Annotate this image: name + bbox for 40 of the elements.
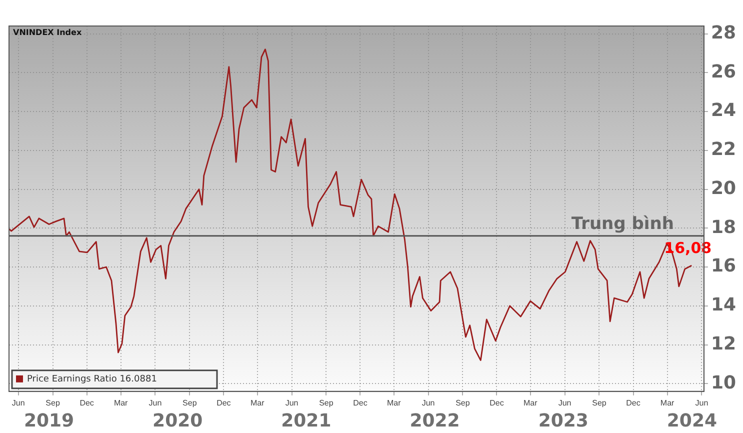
text: 2022	[410, 410, 460, 432]
x-tick-label: Jun	[12, 398, 25, 408]
y-tick-label: 18	[710, 216, 736, 238]
x-tick-label: Dec	[490, 398, 504, 408]
x-tick-label: Sep	[46, 398, 60, 408]
x-tick-label: Sep	[182, 398, 198, 408]
x-tick-label: Mar	[524, 398, 538, 408]
annotation: VNINDEX Index	[13, 28, 82, 38]
text: 2021	[281, 410, 332, 432]
text: 2024	[666, 410, 718, 432]
y-tick-label: 10	[710, 372, 736, 394]
x-tick-label: Jun	[695, 398, 708, 408]
y-tick-label: 20	[710, 178, 736, 199]
x-tick-label: Sep	[319, 398, 334, 408]
x-tick-label: Jun	[422, 398, 435, 408]
ref-line-label: Trung bình	[571, 214, 674, 234]
x-tick-label: Dec	[216, 398, 231, 408]
x-tick-label: Mar	[386, 398, 402, 408]
x-tick-label: Dec	[80, 398, 94, 408]
y-tick-label: 14	[710, 294, 736, 316]
x-tick-label: Jun	[558, 398, 572, 408]
x-tick-label: Dec	[353, 398, 368, 408]
x-tick-label: Dec	[626, 398, 640, 408]
y-tick-label: 22	[710, 139, 736, 160]
text: 2020	[152, 410, 203, 432]
y-tick-label: 26	[710, 61, 736, 82]
y-tick-label: 16	[710, 256, 736, 277]
x-tick-label: Mar	[660, 398, 675, 408]
x-tick-label: Mar	[250, 398, 265, 408]
y-tick-label: 24	[710, 100, 736, 122]
x-tick-label: Sep	[456, 398, 470, 408]
x-tick-label: Jun	[148, 398, 162, 408]
x-tick-label: Mar	[114, 398, 128, 408]
x-tick-label: Sep	[592, 398, 607, 408]
x-tick-label: Jun	[285, 398, 298, 408]
legend-label: Price Earnings Ratio 16.0881	[27, 374, 157, 385]
text: 2023	[538, 410, 588, 432]
y-tick-label: 12	[710, 333, 736, 354]
text: 2019	[24, 410, 74, 432]
y-tick-label: 28	[710, 22, 736, 44]
